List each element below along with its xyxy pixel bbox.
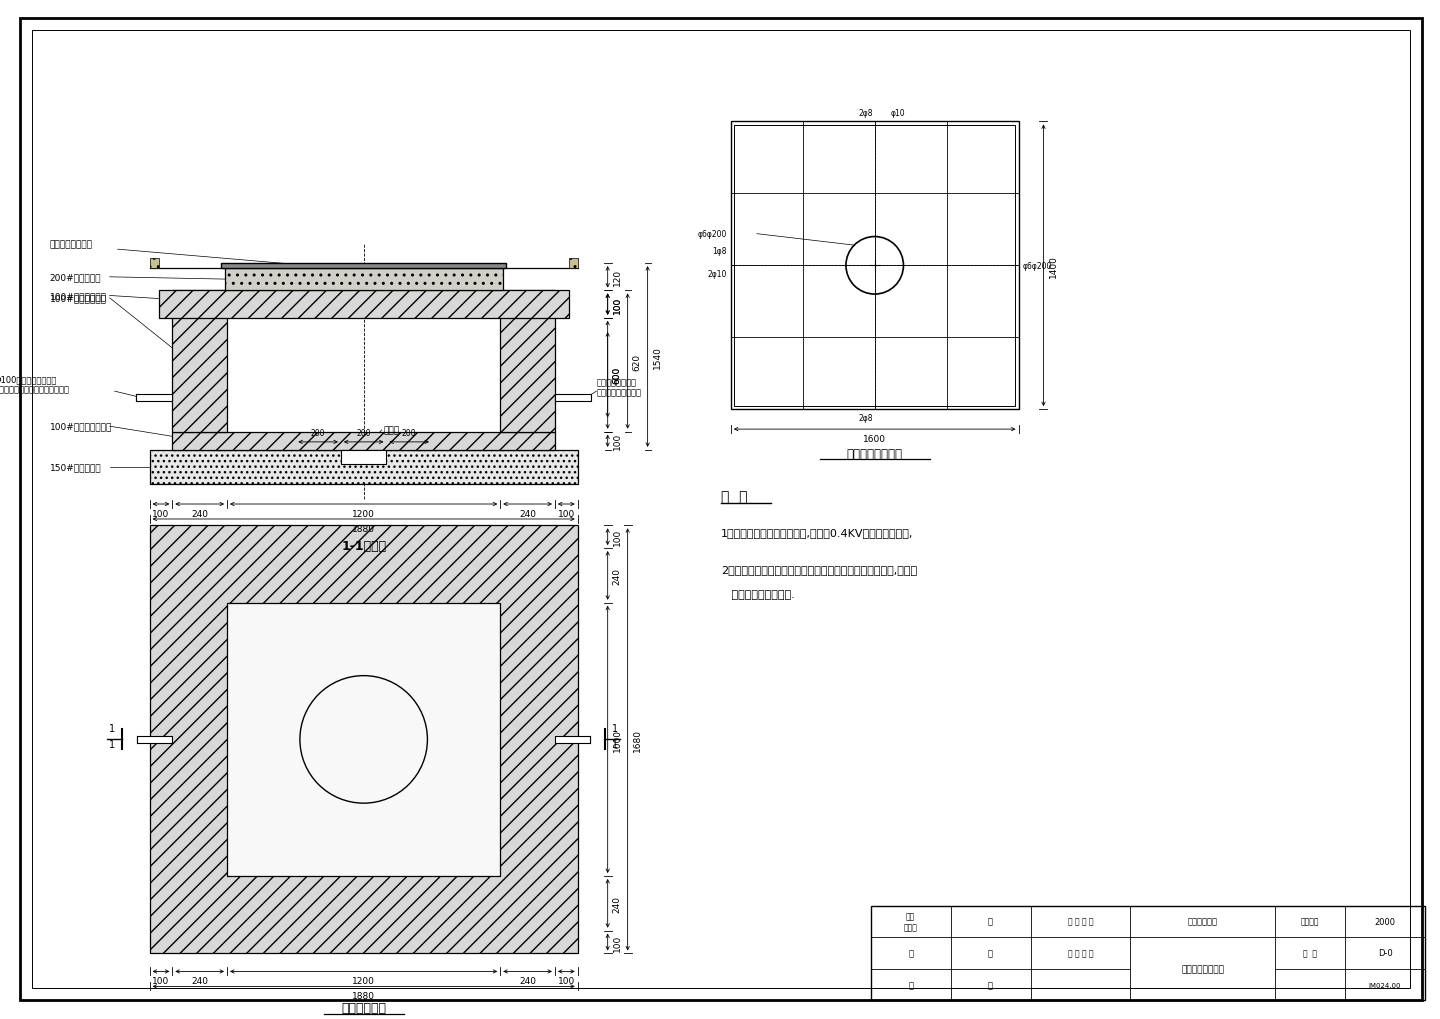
Text: 100: 100 xyxy=(153,510,170,519)
Bar xyxy=(225,268,503,291)
Text: 150#混凝土基础: 150#混凝土基础 xyxy=(50,463,101,472)
Text: 1: 1 xyxy=(612,740,618,750)
Text: 1φ8: 1φ8 xyxy=(713,248,727,256)
Bar xyxy=(500,291,554,432)
Bar xyxy=(569,259,577,268)
Text: 图  号: 图 号 xyxy=(1303,949,1318,958)
Text: 长度至电缆中转井（电缆分支井）: 长度至电缆中转井（电缆分支井） xyxy=(0,385,69,393)
Text: 混凝土上覆底层图: 混凝土上覆底层图 xyxy=(847,447,903,461)
Text: 100: 100 xyxy=(612,297,622,314)
Text: 管: 管 xyxy=(909,980,913,989)
Text: 人孔井平面图: 人孔井平面图 xyxy=(341,1002,386,1014)
Text: 200: 200 xyxy=(357,428,372,437)
Bar xyxy=(137,737,173,743)
Text: 1000: 1000 xyxy=(612,729,622,751)
Text: 工 程 别 号: 工 程 别 号 xyxy=(1067,917,1093,925)
Text: 轻型铸铁井圈井盖: 轻型铸铁井圈井盖 xyxy=(50,239,92,249)
Text: 600: 600 xyxy=(612,367,622,384)
Text: 进户外电缆保护管: 进户外电缆保护管 xyxy=(596,378,636,387)
Text: 200#混凝土井圈: 200#混凝土井圈 xyxy=(50,273,101,282)
Text: 100#水泥砂浆砌砖体: 100#水泥砂浆砌砖体 xyxy=(50,422,112,431)
Bar xyxy=(554,737,590,743)
Text: 240: 240 xyxy=(612,895,622,912)
Text: 100: 100 xyxy=(612,933,622,951)
Text: 集水坑: 集水坑 xyxy=(383,426,400,435)
Bar xyxy=(734,125,1015,407)
Text: 核: 核 xyxy=(988,949,994,958)
Text: 1880: 1880 xyxy=(353,525,376,534)
Text: 100: 100 xyxy=(612,433,622,450)
Text: JM024.00: JM024.00 xyxy=(1369,981,1401,987)
Text: 1: 1 xyxy=(612,723,618,734)
Text: φ6φ200: φ6φ200 xyxy=(697,230,727,238)
Text: 240: 240 xyxy=(192,976,209,985)
Bar xyxy=(222,264,505,268)
Bar xyxy=(228,603,500,876)
Text: 1880: 1880 xyxy=(353,991,376,1001)
Text: 2000: 2000 xyxy=(1375,917,1395,925)
Text: 1: 1 xyxy=(109,740,115,750)
Text: 100: 100 xyxy=(557,976,575,985)
Text: 2φ10: 2φ10 xyxy=(707,270,727,279)
Text: 200: 200 xyxy=(311,428,325,437)
Text: 100: 100 xyxy=(153,976,170,985)
Bar xyxy=(173,432,554,450)
Bar xyxy=(732,122,1018,410)
Text: 240: 240 xyxy=(612,568,622,584)
Text: 200: 200 xyxy=(402,428,416,437)
Text: 工 程 名 称: 工 程 名 称 xyxy=(1067,949,1093,958)
Bar xyxy=(341,450,386,464)
Text: 2．在人孔井两侧的电缆保护管为保护电缆进出人孔井使用,每一根: 2．在人孔井两侧的电缆保护管为保护电缆进出人孔井使用,每一根 xyxy=(721,565,917,575)
Text: 1600: 1600 xyxy=(863,435,886,443)
Text: φ6φ200: φ6φ200 xyxy=(1022,262,1051,270)
Bar xyxy=(158,291,569,319)
Text: 600: 600 xyxy=(612,367,622,384)
Text: 240: 240 xyxy=(192,510,209,519)
Bar xyxy=(150,526,577,954)
Text: φ10: φ10 xyxy=(890,109,904,118)
Text: D-0: D-0 xyxy=(1378,949,1392,958)
Text: 100: 100 xyxy=(612,529,622,546)
Text: 说  明: 说 明 xyxy=(721,489,747,503)
Text: 1540: 1540 xyxy=(652,345,661,369)
Bar xyxy=(150,450,577,485)
Text: 电缆穿套一根保护管.: 电缆穿套一根保护管. xyxy=(721,589,795,599)
Text: 强电人孔井做法图: 强电人孔井做法图 xyxy=(1181,964,1224,973)
Text: 定: 定 xyxy=(988,980,994,989)
Text: 小区室外管线: 小区室外管线 xyxy=(1188,917,1218,925)
Text: 1680: 1680 xyxy=(632,729,642,751)
Text: 1-1剖面图: 1-1剖面图 xyxy=(341,539,386,552)
Text: 根数及长度用户自定: 根数及长度用户自定 xyxy=(596,388,641,396)
Text: 1200: 1200 xyxy=(353,976,374,985)
Text: 2φ8: 2φ8 xyxy=(858,414,873,423)
Text: 1400: 1400 xyxy=(1048,255,1057,277)
Text: 2φ8: 2φ8 xyxy=(858,109,873,118)
Bar xyxy=(150,259,158,268)
Text: 1: 1 xyxy=(109,723,115,734)
Text: 1200: 1200 xyxy=(353,510,374,519)
Text: 1．该人孔井设置于电缆中转,分支及0.4KV低压线路进户处,: 1．该人孔井设置于电缆中转,分支及0.4KV低压线路进户处, xyxy=(721,528,913,537)
Text: 设计
负责人: 设计 负责人 xyxy=(904,912,917,931)
Text: 240: 240 xyxy=(518,976,536,985)
Text: 100: 100 xyxy=(612,297,622,314)
Text: 审: 审 xyxy=(909,949,913,958)
Text: 120: 120 xyxy=(612,269,622,286)
Bar xyxy=(173,291,228,432)
Text: 620: 620 xyxy=(632,354,642,370)
Text: 100: 100 xyxy=(557,510,575,519)
Bar xyxy=(871,906,1426,1001)
Text: 计: 计 xyxy=(988,917,994,925)
Text: 100#水泥砂浆抹面: 100#水泥砂浆抹面 xyxy=(50,294,107,303)
Text: 100#水泥砂浆抹角: 100#水泥砂浆抹角 xyxy=(50,291,107,301)
Text: 240: 240 xyxy=(518,510,536,519)
Bar xyxy=(135,395,173,401)
Text: Φ100硬塑料电缆保护管: Φ100硬塑料电缆保护管 xyxy=(0,375,58,384)
Bar xyxy=(554,395,592,401)
Text: 设计编号: 设计编号 xyxy=(1300,917,1319,925)
